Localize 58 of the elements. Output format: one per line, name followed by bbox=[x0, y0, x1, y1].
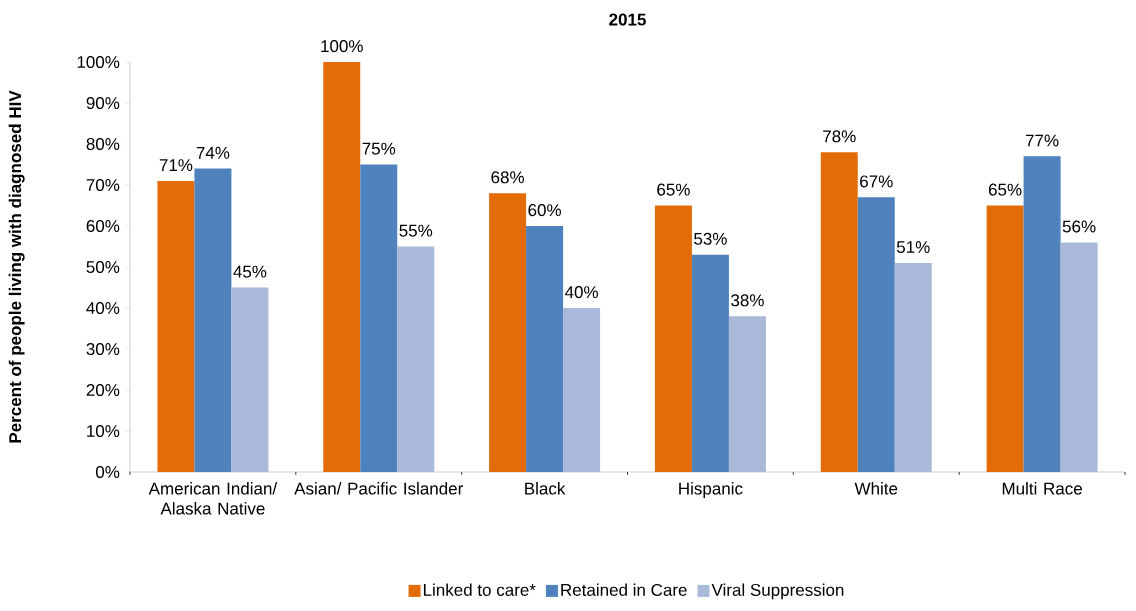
bar bbox=[323, 62, 361, 472]
y-tick-label: 100% bbox=[77, 55, 120, 69]
legend-label: Retained in Care bbox=[561, 583, 687, 596]
y-tick-label: 40% bbox=[86, 301, 120, 315]
bar bbox=[820, 152, 858, 472]
data-label: 75% bbox=[362, 142, 396, 155]
y-tick-label: 50% bbox=[86, 260, 120, 274]
bar bbox=[563, 308, 601, 472]
chart-title: 2015 bbox=[609, 13, 646, 26]
data-label: 53% bbox=[694, 232, 727, 245]
x-tick-label: Asian/ Pacific Islander bbox=[294, 482, 463, 495]
y-tick-label: 70% bbox=[86, 178, 120, 192]
bar bbox=[857, 197, 895, 472]
x-tick-label: White bbox=[854, 482, 898, 495]
data-label: 40% bbox=[564, 286, 598, 299]
y-axis-title: Percent of people living with diagnosed HIV bbox=[8, 90, 25, 443]
bar bbox=[397, 246, 435, 472]
legend-label: Linked to care* bbox=[423, 583, 536, 596]
bar bbox=[194, 168, 232, 472]
y-tick-label: 20% bbox=[86, 383, 120, 397]
y-tick-label: 90% bbox=[86, 96, 120, 110]
data-label: 74% bbox=[196, 146, 230, 159]
data-label: 100% bbox=[321, 40, 363, 53]
bar bbox=[894, 262, 932, 472]
data-label: 56% bbox=[1062, 220, 1096, 233]
y-tick-label: 80% bbox=[86, 137, 120, 151]
data-label: 55% bbox=[399, 224, 433, 237]
bar bbox=[1023, 156, 1061, 472]
data-label: 45% bbox=[233, 265, 267, 278]
data-label: 60% bbox=[528, 204, 561, 217]
x-tick-label: Hispanic bbox=[679, 482, 743, 498]
bar bbox=[231, 287, 269, 472]
bar bbox=[157, 180, 195, 472]
y-tick-label: 10% bbox=[87, 424, 120, 438]
data-label: 38% bbox=[731, 294, 764, 307]
bar bbox=[526, 226, 564, 472]
data-label: 65% bbox=[988, 183, 1022, 196]
data-label: 65% bbox=[657, 183, 690, 196]
bar bbox=[728, 316, 766, 472]
data-label: 68% bbox=[491, 171, 524, 184]
bar bbox=[1060, 242, 1098, 472]
x-tick-label: Black bbox=[525, 482, 566, 495]
x-tick-label: American Indian/ Alaska Native bbox=[148, 482, 278, 515]
data-label: 67% bbox=[860, 175, 893, 188]
data-label: 51% bbox=[896, 241, 930, 254]
legend-label: Viral Suppression bbox=[711, 583, 844, 600]
data-label: 71% bbox=[159, 159, 193, 172]
bar bbox=[986, 205, 1024, 472]
bar bbox=[489, 193, 527, 472]
y-tick-label: 0% bbox=[95, 465, 120, 479]
data-label: 78% bbox=[823, 130, 856, 143]
y-tick-label: 30% bbox=[86, 342, 120, 356]
data-label: 77% bbox=[1025, 134, 1059, 147]
bar bbox=[654, 205, 692, 472]
x-tick-label: Multi Race bbox=[1002, 482, 1082, 495]
bar bbox=[691, 254, 729, 472]
y-tick-label: 60% bbox=[86, 219, 120, 233]
bar bbox=[360, 164, 398, 472]
